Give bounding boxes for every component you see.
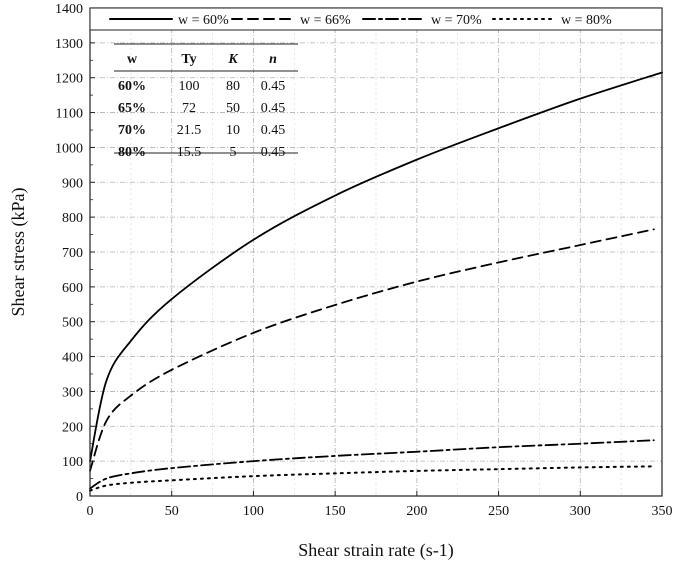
table-cell: 0.45 bbox=[261, 123, 286, 138]
series-line-4 bbox=[89, 465, 655, 492]
y-tick-label: 700 bbox=[62, 246, 83, 261]
y-tick-label: 300 bbox=[62, 385, 83, 400]
x-tick-label: 200 bbox=[406, 504, 427, 519]
table-cell: 60% bbox=[118, 79, 146, 94]
y-tick-label: 600 bbox=[62, 281, 83, 296]
table-cell: 0.45 bbox=[261, 145, 286, 160]
table-cell: 70% bbox=[118, 123, 146, 138]
plot-area bbox=[90, 8, 662, 496]
x-tick-label: 100 bbox=[243, 504, 264, 519]
x-tick-label: 250 bbox=[488, 504, 509, 519]
series-line-1 bbox=[89, 71, 663, 463]
y-tick-label: 1400 bbox=[55, 2, 83, 17]
y-tick-label: 900 bbox=[62, 176, 83, 191]
legend-label: w = 60% bbox=[178, 13, 229, 28]
axes: 0100200300400500600700800900100011001200… bbox=[55, 2, 673, 519]
table-header-cell: Ty bbox=[181, 52, 196, 67]
table-cell: 100 bbox=[179, 79, 200, 94]
x-tick-label: 350 bbox=[652, 504, 673, 519]
y-tick-label: 400 bbox=[62, 351, 83, 366]
table-cell: 65% bbox=[118, 101, 146, 116]
legend-label: w = 70% bbox=[431, 13, 482, 28]
x-axis-label: Shear strain rate (s-1) bbox=[298, 540, 453, 561]
table-header-cell: K bbox=[227, 52, 239, 67]
x-tick-label: 300 bbox=[570, 504, 591, 519]
table-cell: 80 bbox=[226, 79, 240, 94]
y-tick-label: 1300 bbox=[55, 37, 83, 52]
y-tick-label: 1200 bbox=[55, 72, 83, 87]
table-cell: 0.45 bbox=[261, 101, 286, 116]
table-cell: 50 bbox=[226, 101, 240, 116]
table-cell: 15.5 bbox=[177, 145, 202, 160]
series-group bbox=[89, 71, 663, 492]
y-tick-label: 1000 bbox=[55, 141, 83, 156]
y-axis-label: Shear stress (kPa) bbox=[8, 188, 29, 317]
y-tick-label: 0 bbox=[76, 490, 83, 505]
y-tick-label: 200 bbox=[62, 420, 83, 435]
series-line-3 bbox=[89, 439, 655, 490]
table-cell: 80% bbox=[118, 145, 146, 160]
y-tick-label: 100 bbox=[62, 455, 83, 470]
y-tick-label: 1100 bbox=[56, 107, 83, 122]
x-tick-label: 50 bbox=[165, 504, 179, 519]
table-header-cell: w bbox=[127, 52, 138, 67]
table-header-cell: n bbox=[269, 52, 277, 67]
y-tick-label: 800 bbox=[62, 211, 83, 226]
series-line-2 bbox=[89, 228, 655, 472]
table-cell: 5 bbox=[230, 145, 237, 160]
legend-label: w = 66% bbox=[300, 13, 351, 28]
table-cell: 10 bbox=[226, 123, 240, 138]
grid bbox=[90, 8, 662, 496]
table-cell: 72 bbox=[182, 101, 196, 116]
legend-label: w = 80% bbox=[561, 13, 612, 28]
x-tick-label: 0 bbox=[87, 504, 94, 519]
y-tick-label: 500 bbox=[62, 316, 83, 331]
table-cell: 21.5 bbox=[177, 123, 202, 138]
table-cell: 0.45 bbox=[261, 79, 286, 94]
legend: w = 60% w = 66% w = 70% w = 80% bbox=[89, 7, 663, 31]
x-tick-label: 150 bbox=[325, 504, 346, 519]
